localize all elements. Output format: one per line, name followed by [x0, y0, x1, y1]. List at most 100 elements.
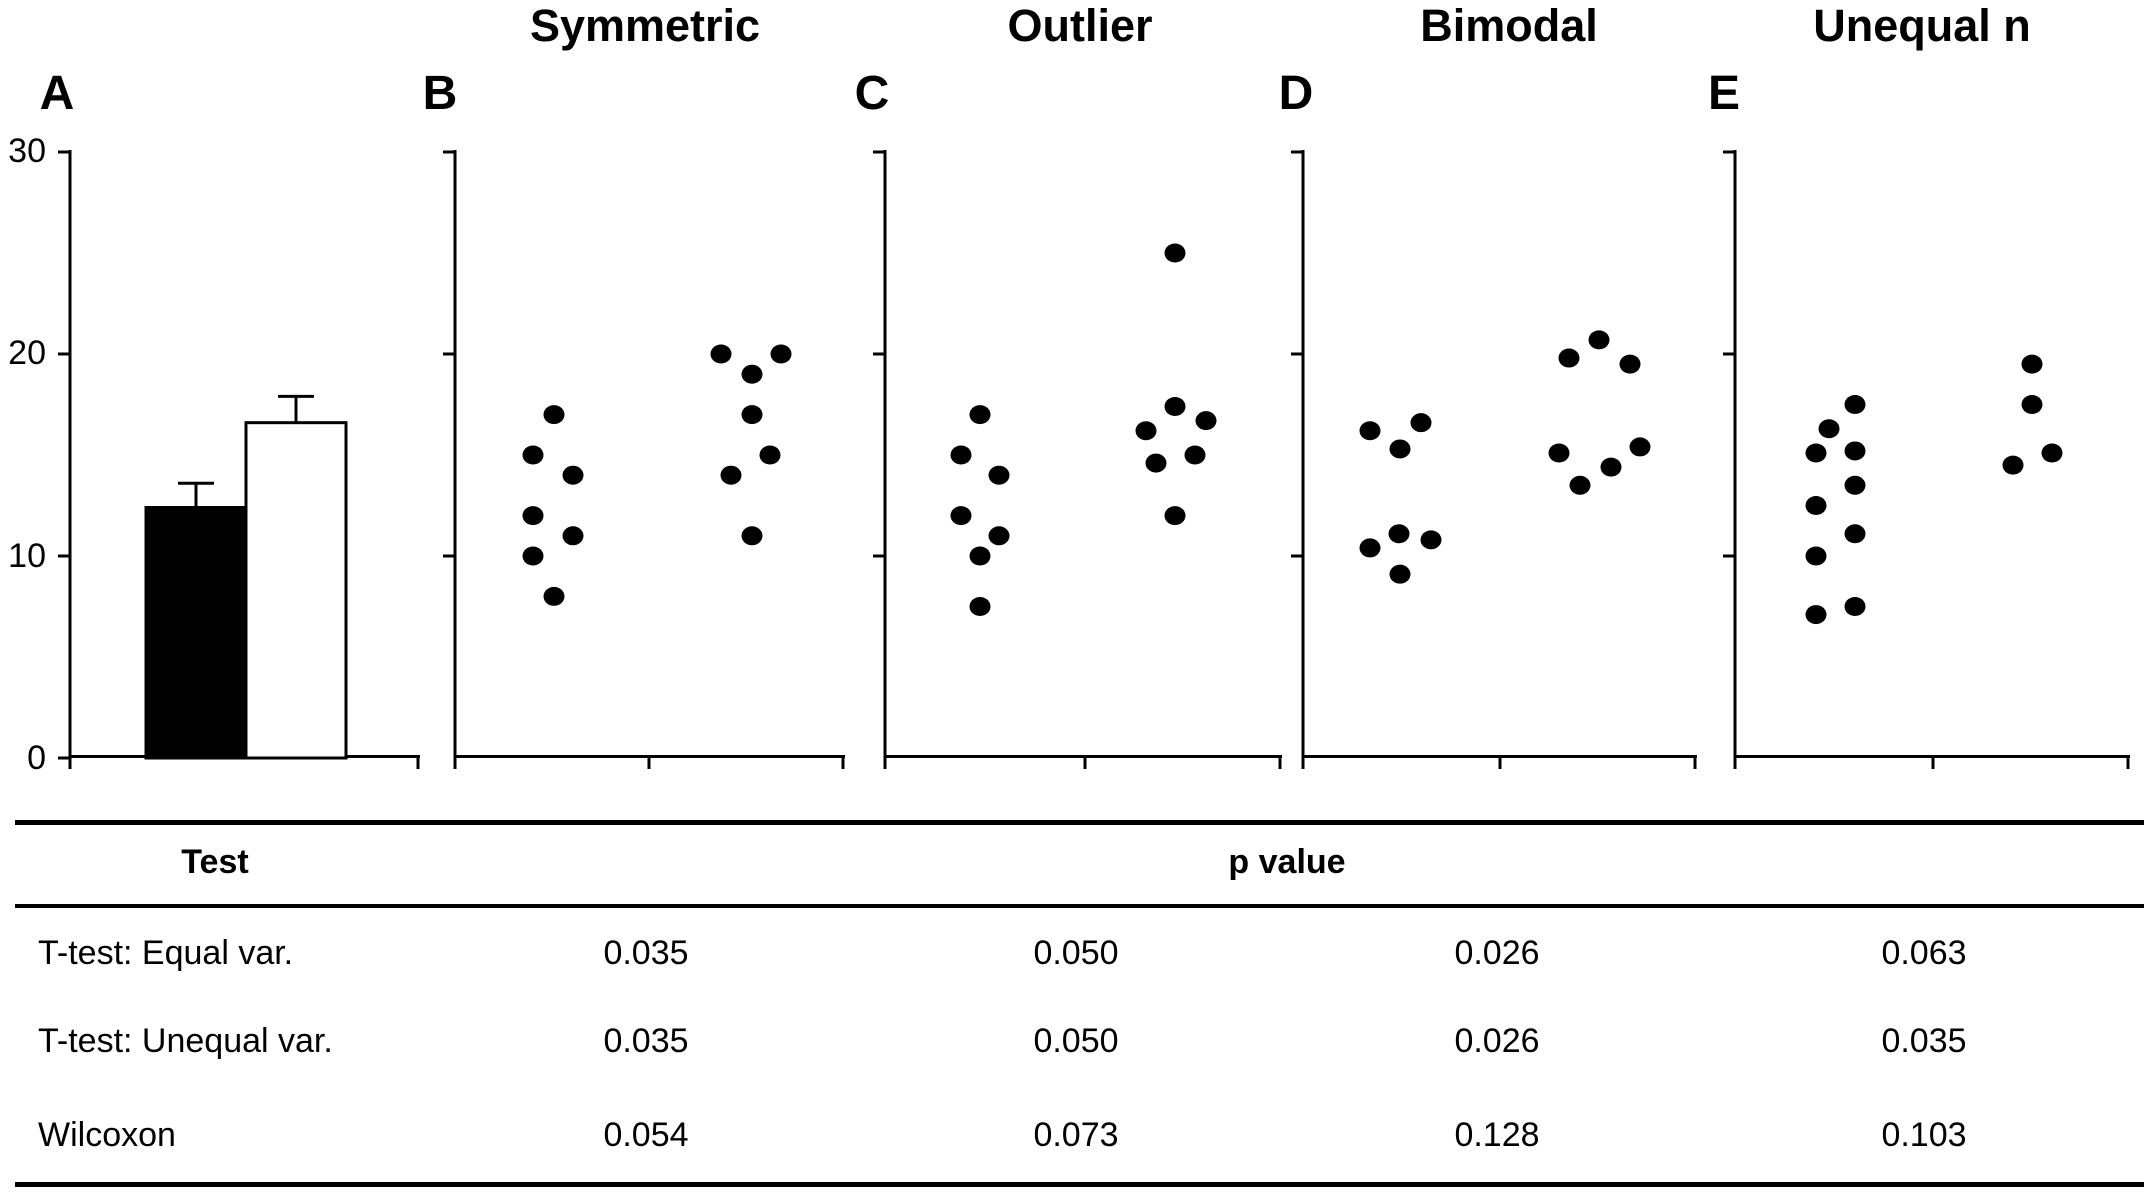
data-point	[741, 405, 763, 425]
data-point	[1619, 354, 1641, 374]
table-header-pvalue: p value	[1228, 843, 1346, 881]
y-axis-label-0: 0	[27, 739, 46, 777]
row-label: Wilcoxon	[38, 1116, 176, 1154]
data-point	[1388, 524, 1410, 544]
p-value: 0.026	[1454, 1022, 1540, 1060]
panel-title-unequal-n: Unequal n	[1813, 0, 2031, 51]
p-value: 0.050	[1033, 934, 1119, 972]
data-point	[2021, 354, 2043, 374]
table-row: Wilcoxon 0.054 0.073 0.128 0.103	[0, 1115, 2144, 1155]
row-label: T-test: Unequal var.	[38, 1022, 333, 1060]
panel-D-plot	[1291, 150, 1697, 769]
y-axis-label-10: 10	[8, 537, 46, 575]
data-point	[1805, 605, 1827, 625]
p-value: 0.103	[1881, 1116, 1967, 1154]
data-point	[1164, 506, 1186, 526]
panel-E-plot	[1723, 150, 2130, 769]
data-point	[1548, 443, 1570, 463]
data-point	[1569, 475, 1591, 495]
data-point	[969, 405, 991, 425]
p-value: 0.054	[603, 1116, 689, 1154]
panel-letter-b: B	[422, 67, 458, 120]
data-point	[1844, 475, 1866, 495]
bar-group-2	[244, 421, 348, 760]
data-point	[969, 597, 991, 616]
p-value: 0.063	[1881, 934, 1967, 972]
data-point	[950, 445, 972, 465]
y-axis-label-20: 20	[8, 334, 46, 372]
panel-title-symmetric: Symmetric	[529, 0, 761, 51]
data-point	[543, 586, 565, 606]
data-point	[770, 344, 792, 364]
row-label: T-test: Equal var.	[38, 934, 294, 972]
data-point	[1359, 421, 1381, 441]
data-point	[1389, 439, 1411, 459]
data-point	[522, 506, 544, 526]
data-point	[1805, 443, 1827, 463]
p-value: 0.026	[1454, 934, 1540, 972]
data-point	[1359, 538, 1381, 558]
data-point	[1805, 496, 1827, 515]
table-top-rule	[15, 820, 2144, 825]
data-point	[543, 405, 565, 425]
data-point	[988, 526, 1010, 546]
data-point	[2021, 395, 2043, 414]
panel-letter-c: C	[854, 67, 890, 120]
data-point	[1818, 419, 1840, 439]
data-point	[1844, 524, 1866, 544]
data-point	[1389, 564, 1411, 584]
table-header-test: Test	[181, 843, 249, 881]
data-point	[1558, 348, 1580, 368]
data-point	[2002, 455, 2024, 475]
panel-letter-d: D	[1278, 67, 1314, 120]
panel-B-plot	[443, 150, 845, 769]
data-point	[759, 445, 781, 465]
data-point	[969, 546, 991, 566]
data-point	[950, 506, 972, 526]
bar-group-1	[144, 506, 248, 760]
data-point	[1844, 597, 1866, 616]
data-point	[710, 344, 732, 364]
panel-title-bimodal: Bimodal	[1420, 0, 1598, 51]
p-value: 0.128	[1454, 1116, 1540, 1154]
data-point	[1410, 413, 1432, 433]
p-value: 0.035	[603, 934, 689, 972]
data-point	[1629, 437, 1651, 457]
table-header-row: Test p value	[0, 842, 2144, 882]
panel-title-outlier: Outlier	[1007, 0, 1153, 51]
data-point	[988, 465, 1010, 485]
data-point	[562, 465, 584, 485]
p-value: 0.035	[603, 1022, 689, 1060]
p-value: 0.050	[1033, 1022, 1119, 1060]
data-point	[1164, 243, 1186, 263]
panel-C-plot	[873, 150, 1282, 769]
data-point	[2041, 443, 2063, 463]
data-point	[1844, 441, 1866, 461]
panel-letter-e: E	[1707, 67, 1741, 120]
data-point	[741, 364, 763, 384]
data-point	[1135, 421, 1157, 441]
data-point	[562, 526, 584, 546]
data-point	[720, 465, 742, 485]
table-header-rule	[15, 904, 2144, 908]
y-axis-label-30: 30	[8, 132, 46, 170]
panel-letter-a: A	[39, 67, 75, 120]
data-point	[1184, 445, 1206, 465]
data-point	[1588, 330, 1610, 350]
table-bottom-rule	[15, 1182, 2144, 1187]
data-point	[1420, 530, 1442, 550]
data-point	[1600, 457, 1622, 477]
data-point	[522, 546, 544, 566]
data-point	[522, 445, 544, 465]
table-row: T-test: Equal var. 0.035 0.050 0.026 0.0…	[0, 933, 2144, 973]
data-point	[1805, 546, 1827, 566]
table-row: T-test: Unequal var. 0.035 0.050 0.026 0…	[0, 1021, 2144, 1061]
p-value: 0.073	[1033, 1116, 1119, 1154]
panel-A-plot	[58, 150, 420, 769]
data-point	[741, 526, 763, 546]
p-value: 0.035	[1881, 1022, 1967, 1060]
data-point	[1195, 411, 1217, 431]
data-point	[1844, 395, 1866, 414]
